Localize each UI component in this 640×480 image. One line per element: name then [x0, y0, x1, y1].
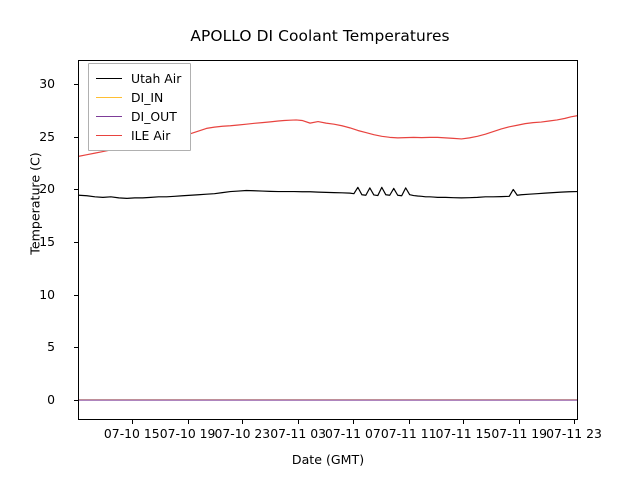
- x-tick-mark: [352, 420, 354, 424]
- chart-legend: Utah Air DI_IN DI_OUT ILE Air: [88, 63, 192, 151]
- x-tick-mark: [463, 420, 465, 424]
- x-tick-label: 07-11 07: [325, 426, 381, 441]
- y-tick-label: 5: [47, 339, 55, 355]
- y-tick-label: 15: [39, 234, 55, 250]
- plot-lines: [79, 115, 577, 401]
- legend-item-utah-air[interactable]: Utah Air: [96, 69, 181, 88]
- legend-swatch-icon: [96, 97, 122, 98]
- x-tick-mark: [574, 420, 575, 424]
- y-tick-mark: [74, 242, 78, 244]
- y-tick-label: 20: [39, 181, 55, 197]
- x-tick-label: 07-11 19: [491, 426, 548, 441]
- x-tick-mark: [187, 420, 189, 424]
- x-tick-mark: [298, 420, 300, 424]
- y-tick-mark: [74, 136, 78, 138]
- x-axis-label: Date (GMT): [291, 452, 365, 467]
- chart-title: APOLLO DI Coolant Temperatures: [190, 27, 450, 45]
- legend-item-ile-air[interactable]: ILE Air: [96, 126, 181, 145]
- y-tick-mark: [74, 400, 78, 402]
- x-tick-mark: [242, 420, 244, 424]
- y-tick-mark: [74, 294, 78, 296]
- x-tick-label: 07-10 23: [214, 426, 271, 441]
- legend-swatch-icon: [96, 78, 122, 79]
- legend-swatch-icon: [96, 135, 122, 136]
- x-tick-label: 07-11 15: [435, 426, 492, 441]
- legend-item-di-out[interactable]: DI_OUT: [96, 107, 181, 126]
- x-tick-mark: [519, 420, 521, 424]
- x-tick-label: 07-11 23: [546, 426, 602, 441]
- x-tick-mark: [131, 420, 133, 424]
- series-line: [79, 186, 577, 200]
- legend-label: DI_IN: [131, 89, 164, 105]
- y-tick-mark: [74, 84, 78, 86]
- y-tick-label: 25: [39, 128, 55, 144]
- y-tick-label: 0: [47, 392, 55, 408]
- y-axis-label: Temperature (C): [27, 152, 43, 255]
- legend-item-di-in[interactable]: DI_IN: [96, 88, 181, 107]
- y-tick-label: 10: [39, 286, 55, 302]
- x-tick-mark: [408, 420, 410, 424]
- x-tick-label: 07-11 03: [270, 426, 326, 441]
- legend-label: Utah Air: [131, 70, 182, 86]
- y-tick-mark: [74, 189, 78, 191]
- x-tick-label: 07-10 19: [159, 426, 216, 441]
- legend-label: DI_OUT: [131, 108, 177, 124]
- x-tick-label: 07-11 11: [380, 426, 437, 441]
- y-tick-mark: [74, 347, 78, 349]
- x-tick-label: 07-10 15: [103, 426, 160, 441]
- plot-area: [78, 60, 578, 420]
- legend-label: ILE Air: [131, 127, 171, 143]
- y-tick-label: 30: [39, 76, 55, 92]
- legend-swatch-icon: [96, 116, 122, 117]
